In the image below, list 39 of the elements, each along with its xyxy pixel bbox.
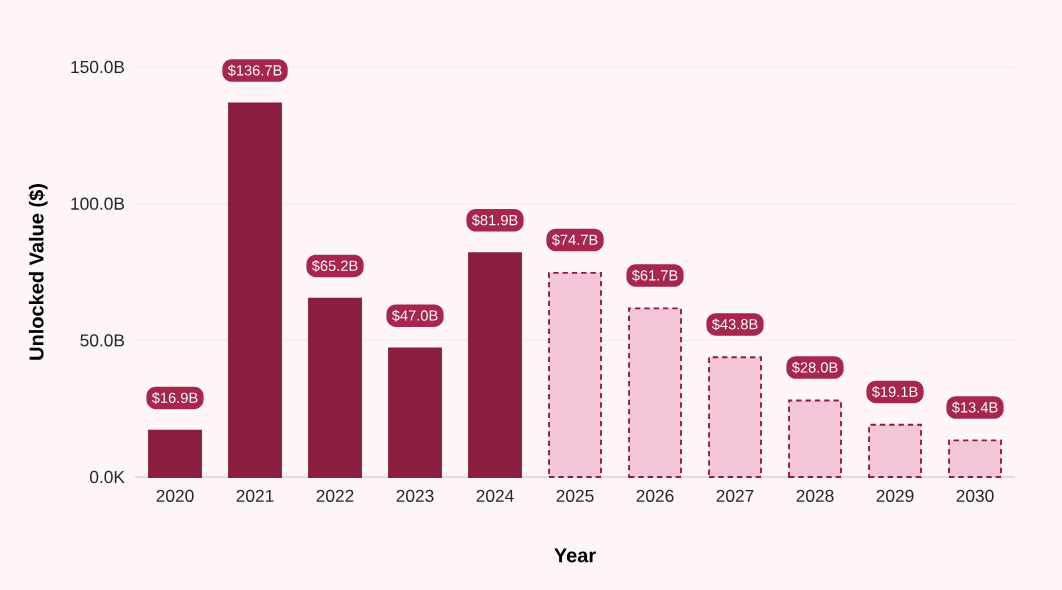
bar <box>388 347 442 478</box>
bar <box>148 429 202 478</box>
x-tick-label: 2022 <box>316 489 354 502</box>
y-tick-label: 0.0K <box>89 470 125 484</box>
data-label: $47.0B <box>391 309 438 322</box>
data-label: $13.4B <box>951 401 998 414</box>
data-label: $43.8B <box>711 318 758 331</box>
data-label: $16.9B <box>151 392 198 404</box>
x-tick-label: 2027 <box>716 489 754 502</box>
x-tick-label: 2025 <box>556 489 594 502</box>
bar <box>228 102 282 478</box>
data-label: $65.2B <box>311 259 358 272</box>
bar <box>868 423 922 478</box>
bar <box>468 252 522 478</box>
x-tick-label: 2023 <box>396 489 434 502</box>
data-label: $74.7B <box>551 234 598 246</box>
bar <box>948 439 1002 478</box>
data-label: $81.9B <box>471 214 518 227</box>
y-tick-label: 50.0B <box>80 334 125 347</box>
data-label: $136.7B <box>227 64 282 77</box>
data-label: $61.7B <box>631 269 678 282</box>
x-tick-label: 2024 <box>476 489 514 502</box>
x-tick-label: 2020 <box>156 489 194 502</box>
y-tick-label: 150.0B <box>71 60 125 74</box>
bar <box>788 399 842 478</box>
x-axis-title: Year <box>554 548 596 563</box>
x-tick-label: 2029 <box>876 489 914 502</box>
x-tick-label: 2028 <box>796 489 834 502</box>
y-axis-title: Unlocked Value ($) <box>28 184 48 360</box>
x-tick-label: 2026 <box>636 489 674 502</box>
bar <box>548 271 602 478</box>
y-tick-label: 100.0B <box>71 197 125 210</box>
bar <box>708 356 762 478</box>
x-tick-label: 2030 <box>956 489 994 502</box>
data-label: $19.1B <box>871 385 918 398</box>
data-label: $28.0B <box>791 361 838 374</box>
bar <box>628 307 682 478</box>
bar <box>308 297 362 478</box>
x-tick-label: 2021 <box>236 489 274 502</box>
